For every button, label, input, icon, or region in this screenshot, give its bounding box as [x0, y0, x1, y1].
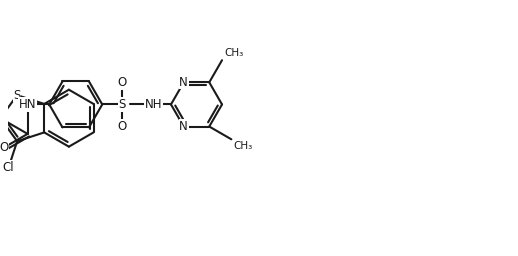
Text: CH₃: CH₃ — [233, 141, 253, 151]
Text: CH₃: CH₃ — [224, 48, 243, 58]
Text: O: O — [117, 76, 126, 89]
Text: N: N — [179, 120, 188, 133]
Text: O: O — [117, 120, 126, 133]
Text: O: O — [0, 141, 8, 154]
Text: S: S — [13, 89, 21, 102]
Text: NH: NH — [145, 98, 162, 111]
Text: Cl: Cl — [3, 161, 15, 174]
Text: N: N — [179, 76, 188, 89]
Text: HN: HN — [19, 98, 36, 111]
Text: S: S — [118, 98, 125, 111]
